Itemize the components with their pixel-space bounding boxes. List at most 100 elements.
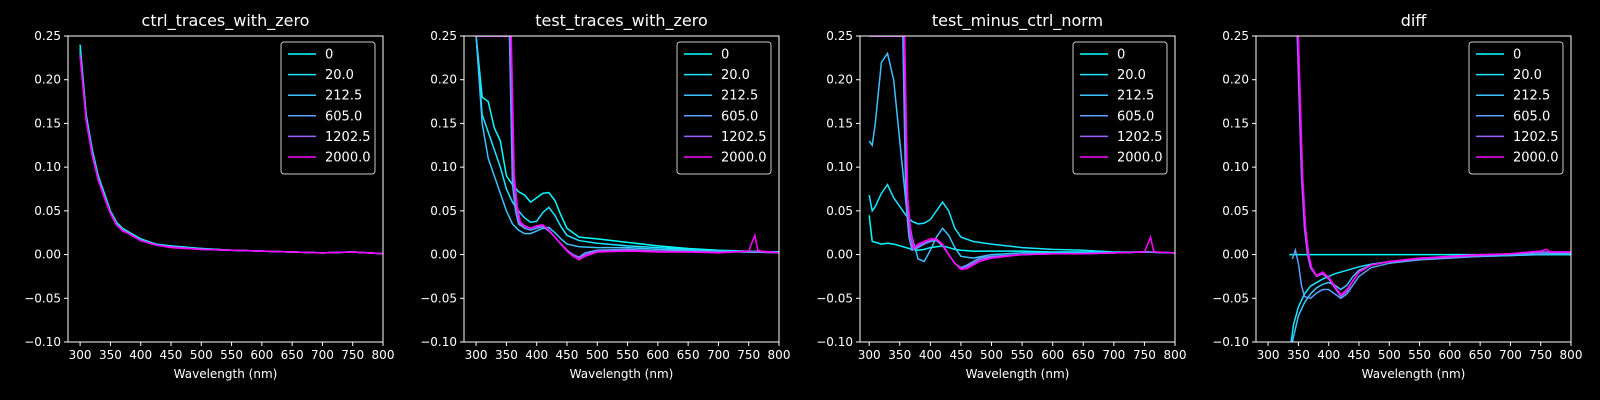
- legend-label: 605.0: [1117, 109, 1154, 124]
- y-tick-label: 0.10: [430, 160, 457, 174]
- y-tick-label: −0.05: [816, 291, 853, 305]
- subplot-title: ctrl_traces_with_zero: [142, 11, 310, 31]
- legend-label: 0: [325, 48, 333, 63]
- x-tick-label: 500: [190, 348, 213, 362]
- y-tick-label: −0.05: [420, 291, 457, 305]
- x-tick-label: 600: [250, 348, 273, 362]
- x-tick-label: 750: [1133, 348, 1156, 362]
- x-tick-label: 800: [1560, 348, 1583, 362]
- y-tick-label: 0.25: [826, 29, 853, 43]
- x-tick-label: 400: [919, 348, 942, 362]
- x-tick-label: 550: [1011, 348, 1034, 362]
- x-tick-label: 700: [1102, 348, 1125, 362]
- x-tick-label: 650: [281, 348, 304, 362]
- x-tick-label: 600: [1041, 348, 1064, 362]
- x-axis-label: Wavelength (nm): [570, 367, 674, 381]
- subplot-4: diff Wavelength (nm) 300 350 400 450 500 550 6…: [1212, 11, 1582, 381]
- subplot-title: diff: [1401, 11, 1428, 30]
- axes-frame: [67, 35, 384, 343]
- legend-label: 2000.0: [325, 151, 371, 166]
- x-tick-label: 750: [1529, 348, 1552, 362]
- y-tick-label: 0.00: [430, 248, 457, 262]
- x-tick-label: 700: [707, 348, 730, 362]
- x-tick-label: 650: [677, 348, 700, 362]
- x-tick-label: 550: [616, 348, 639, 362]
- series-line: [869, 36, 1175, 271]
- x-tick-label: 700: [311, 348, 334, 362]
- subplot-title: test_traces_with_zero: [535, 11, 708, 31]
- y-tick-label: 0.25: [430, 29, 457, 43]
- x-tick-label: 650: [1072, 348, 1095, 362]
- series-line: [1296, 36, 1571, 298]
- y-tick-label: 0.20: [826, 73, 853, 87]
- y-tick-label: 0.20: [430, 73, 457, 87]
- series-line: [79, 56, 383, 255]
- legend-label: 20.0: [1513, 68, 1542, 83]
- y-tick-label: −0.10: [24, 335, 61, 349]
- legend-label: 1202.5: [325, 130, 371, 145]
- legend-label: 20.0: [1117, 68, 1146, 83]
- x-tick-label: 400: [129, 348, 152, 362]
- x-tick-label: 550: [220, 348, 243, 362]
- x-tick-label: 500: [1378, 348, 1401, 362]
- x-axis-label: Wavelength (nm): [966, 367, 1070, 381]
- legend-label: 605.0: [721, 109, 758, 124]
- axes-frame: [859, 35, 1176, 343]
- series-line: [868, 51, 1175, 263]
- series-line: [1291, 247, 1571, 300]
- y-tick-label: 0.10: [34, 160, 61, 174]
- x-tick-label: 600: [646, 348, 669, 362]
- x-tick-label: 350: [99, 348, 122, 362]
- legend-label: 20.0: [325, 68, 354, 83]
- legend-label: 0: [721, 48, 729, 63]
- series-line: [476, 36, 779, 261]
- legend-label: 20.0: [721, 68, 750, 83]
- y-tick-label: 0.15: [430, 116, 457, 130]
- legend-label: 1202.5: [721, 130, 767, 145]
- series-line: [868, 215, 1175, 254]
- series-line: [475, 36, 779, 253]
- y-tick-label: −0.10: [1212, 335, 1249, 349]
- x-tick-label: 450: [556, 348, 579, 362]
- legend-label: 605.0: [1513, 109, 1550, 124]
- y-tick-label: 0.20: [34, 73, 61, 87]
- x-tick-label: 450: [160, 348, 183, 362]
- y-tick-label: 0.25: [1222, 29, 1249, 43]
- subplot-1: ctrl_traces_with_zero Wavelength (nm) 30…: [24, 11, 394, 381]
- x-tick-label: 450: [1348, 348, 1371, 362]
- y-tick-label: 0.25: [34, 29, 61, 43]
- x-tick-label: 350: [495, 348, 518, 362]
- y-tick-label: 0.15: [34, 116, 61, 130]
- x-tick-label: 800: [1164, 348, 1187, 362]
- x-tick-label: 450: [949, 348, 972, 362]
- y-tick-label: 0.10: [826, 160, 853, 174]
- subplot-2: test_traces_with_zero Wavelength (nm) 30…: [420, 11, 790, 381]
- y-tick-label: 0.05: [1222, 204, 1249, 218]
- x-tick-label: 300: [858, 348, 881, 362]
- x-tick-label: 400: [1317, 348, 1340, 362]
- y-tick-label: 0.00: [34, 248, 61, 262]
- y-tick-label: 0.10: [1222, 160, 1249, 174]
- x-tick-label: 550: [1408, 348, 1431, 362]
- y-tick-label: −0.05: [24, 291, 61, 305]
- x-tick-label: 350: [1287, 348, 1310, 362]
- legend-label: 1202.5: [1117, 130, 1163, 145]
- legend-label: 212.5: [325, 89, 362, 104]
- y-tick-label: 0.20: [1222, 73, 1249, 87]
- y-tick-label: 0.05: [430, 204, 457, 218]
- x-tick-label: 800: [768, 348, 791, 362]
- x-tick-label: 300: [69, 348, 92, 362]
- y-tick-label: 0.00: [1222, 248, 1249, 262]
- legend-label: 1202.5: [1513, 130, 1559, 145]
- x-tick-label: 700: [1499, 348, 1522, 362]
- subplot-3: test_minus_ctrl_norm Wavelength (nm) 300…: [816, 11, 1186, 381]
- series-line: [475, 36, 779, 253]
- y-tick-label: 0.15: [1222, 116, 1249, 130]
- x-tick-label: 500: [586, 348, 609, 362]
- x-axis-label: Wavelength (nm): [1362, 367, 1466, 381]
- legend-label: 212.5: [1117, 89, 1154, 104]
- legend: 0 20.0 212.5 605.0 1202.5 2000.0: [280, 41, 376, 175]
- legend: 0 20.0 212.5 605.0 1202.5 2000.0: [676, 41, 772, 175]
